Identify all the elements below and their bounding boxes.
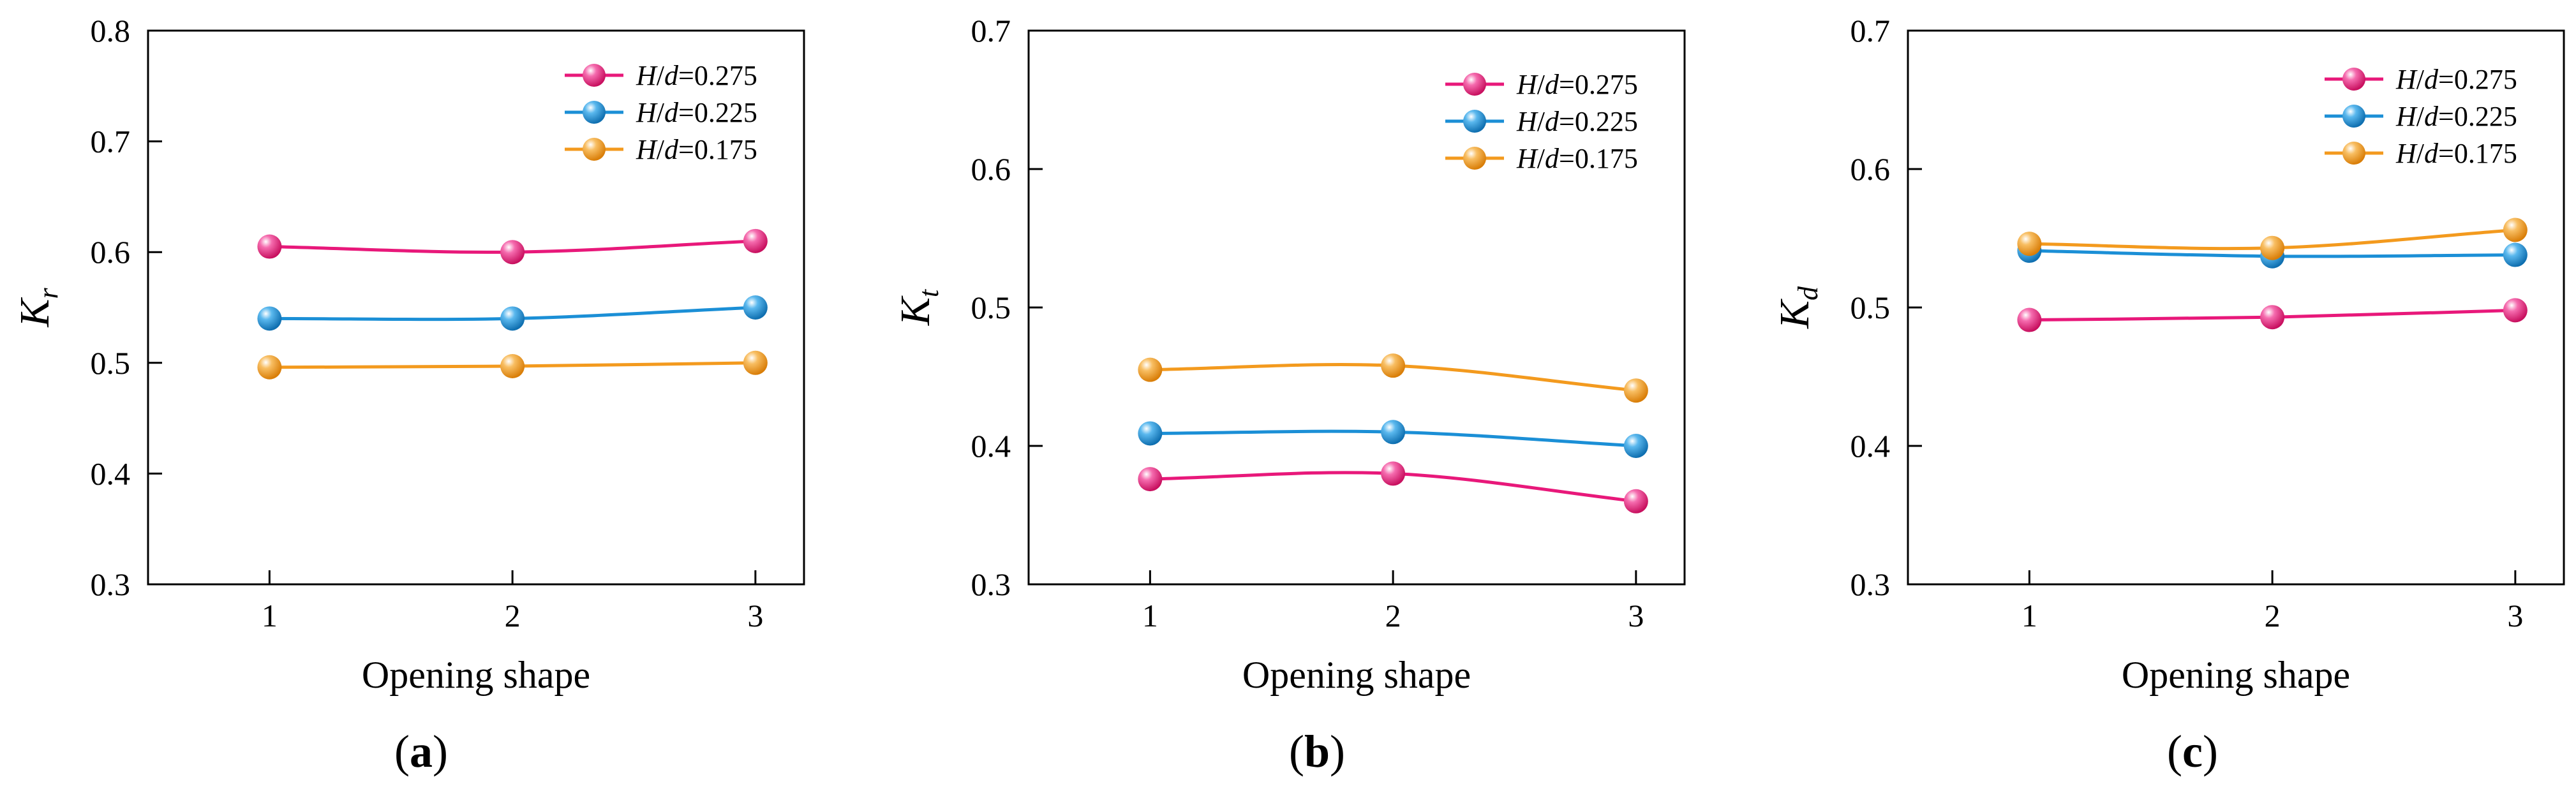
y-tick-label: 0.4 [971, 428, 1011, 464]
data-point [2260, 305, 2285, 330]
y-tick-label: 0.7 [1850, 13, 1891, 48]
legend-entry: H/d=0.225 [1516, 106, 1638, 137]
x-tick-label: 1 [2021, 598, 2037, 633]
y-tick-label: 0.4 [1850, 428, 1891, 464]
data-point [1138, 357, 1163, 382]
y-tick-label: 0.3 [971, 566, 1011, 602]
x-tick-label: 3 [2507, 598, 2523, 633]
data-point [2503, 218, 2528, 242]
data-point [500, 306, 525, 331]
data-point [1381, 461, 1406, 486]
data-point [1623, 434, 1648, 458]
x-tick-label: 2 [505, 598, 521, 633]
legend-marker [583, 101, 606, 124]
plot-frame [147, 29, 805, 586]
legend-entry: H/d=0.275 [2395, 64, 2517, 95]
y-tick-label: 0.3 [1850, 566, 1891, 602]
legend-marker [583, 138, 606, 161]
x-tick-label: 2 [1385, 598, 1401, 633]
data-point [743, 350, 768, 375]
data-point [743, 295, 768, 320]
chart-panel-c: 0.3 0.4 0.5 0.6 0.7 1 2 3 Opening shape Kd H/d=0.2… [1771, 13, 2565, 777]
data-point [2017, 232, 2042, 256]
y-tick-label: 0.6 [91, 234, 131, 270]
legend-entry: H/d=0.225 [2395, 101, 2517, 132]
y-axis-label: Kt [892, 288, 944, 326]
x-tick-label: 1 [1142, 598, 1158, 633]
data-point [1381, 353, 1406, 378]
chart-panel-a: 0.3 0.4 0.5 0.6 0.7 0.8 1 2 3 Opening shape Kr H/d=… [11, 13, 805, 777]
legend-entry: H/d=0.275 [636, 60, 757, 91]
y-axis-label: Kd [1771, 286, 1824, 329]
data-point [1623, 489, 1648, 514]
y-tick-label: 0.5 [971, 290, 1011, 325]
data-point [2503, 242, 2528, 267]
y-tick-label: 0.6 [971, 151, 1011, 187]
y-tick-label: 0.7 [971, 13, 1011, 48]
legend-marker [2342, 105, 2365, 128]
panel-label: (a) [394, 726, 448, 777]
y-tick-label: 0.8 [91, 13, 131, 48]
legend-marker [1463, 147, 1486, 170]
x-tick-label: 1 [262, 598, 278, 633]
legend-entry: H/d=0.275 [1516, 69, 1638, 100]
data-point [257, 306, 282, 331]
x-tick-label: 3 [1628, 598, 1644, 633]
y-tick-label: 0.7 [91, 124, 131, 159]
x-tick-label: 2 [2265, 598, 2281, 633]
data-point [1138, 421, 1163, 446]
y-axis-label: Kr [11, 288, 64, 328]
data-point [257, 234, 282, 259]
legend-marker [2342, 142, 2365, 165]
y-tick-label: 0.4 [91, 455, 131, 491]
data-point [1381, 420, 1406, 445]
legend-marker [1463, 73, 1486, 96]
x-tick-label: 3 [747, 598, 763, 633]
panel-label: (b) [1289, 726, 1345, 777]
legend-entry: H/d=0.175 [636, 134, 757, 165]
legend-entry: H/d=0.225 [636, 97, 757, 128]
data-point [2260, 235, 2285, 260]
data-point [500, 240, 525, 265]
x-axis-label: Opening shape [362, 654, 590, 696]
y-tick-label: 0.6 [1850, 151, 1891, 187]
x-axis-label: Opening shape [1242, 654, 1471, 696]
y-tick-label: 0.5 [91, 345, 131, 381]
legend-marker [1463, 110, 1486, 133]
data-point [1623, 378, 1648, 403]
data-point [743, 228, 768, 253]
legend-entry: H/d=0.175 [1516, 143, 1638, 174]
legend-marker [583, 64, 606, 87]
data-point [257, 355, 282, 380]
y-tick-label: 0.5 [1850, 290, 1891, 325]
panel-label: (c) [2167, 726, 2218, 777]
chart-panel-b: 0.3 0.4 0.5 0.6 0.7 1 2 3 Opening shape Kt H/d=0.2… [892, 13, 1686, 777]
data-point [1138, 467, 1163, 492]
data-point [2017, 307, 2042, 332]
data-point [500, 354, 525, 379]
y-tick-label: 0.3 [91, 566, 131, 602]
legend-entry: H/d=0.175 [2395, 138, 2517, 169]
data-point [2503, 298, 2528, 323]
legend-marker [2342, 68, 2365, 91]
x-axis-label: Opening shape [2122, 654, 2350, 696]
